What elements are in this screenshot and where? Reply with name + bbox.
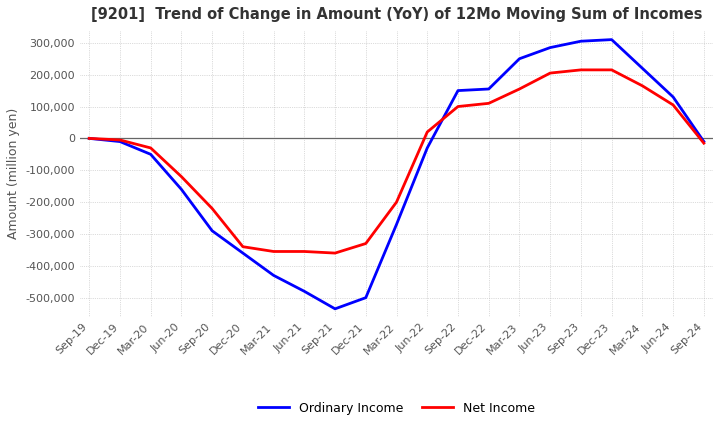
Ordinary Income (208, 228, 217, 233)
Net Income (546, 70, 554, 76)
Ordinary Income (608, 37, 616, 42)
Ordinary Income (146, 152, 155, 157)
Net Income (361, 241, 370, 246)
Net Income (638, 83, 647, 88)
Ordinary Income (669, 94, 678, 99)
Net Income (85, 136, 94, 141)
Net Income (577, 67, 585, 73)
Ordinary Income (700, 139, 708, 144)
Legend: Ordinary Income, Net Income: Ordinary Income, Net Income (253, 396, 540, 419)
Net Income (454, 104, 462, 109)
Net Income (608, 67, 616, 73)
Ordinary Income (330, 306, 339, 312)
Ordinary Income (392, 222, 401, 227)
Ordinary Income (638, 66, 647, 71)
Net Income (269, 249, 278, 254)
Net Income (392, 199, 401, 205)
Ordinary Income (546, 45, 554, 50)
Ordinary Income (577, 39, 585, 44)
Net Income (485, 101, 493, 106)
Ordinary Income (116, 139, 125, 144)
Net Income (208, 206, 217, 211)
Net Income (300, 249, 309, 254)
Net Income (146, 145, 155, 150)
Ordinary Income (269, 273, 278, 278)
Ordinary Income (238, 250, 247, 256)
Net Income (116, 137, 125, 143)
Net Income (177, 174, 186, 179)
Line: Ordinary Income: Ordinary Income (89, 40, 704, 309)
Net Income (423, 129, 431, 135)
Ordinary Income (485, 86, 493, 92)
Net Income (330, 250, 339, 256)
Ordinary Income (361, 295, 370, 301)
Ordinary Income (423, 145, 431, 150)
Ordinary Income (85, 136, 94, 141)
Ordinary Income (177, 187, 186, 192)
Net Income (669, 102, 678, 107)
Ordinary Income (300, 289, 309, 294)
Net Income (515, 86, 523, 92)
Line: Net Income: Net Income (89, 70, 704, 253)
Y-axis label: Amount (million yen): Amount (million yen) (7, 108, 20, 239)
Net Income (700, 140, 708, 146)
Ordinary Income (515, 56, 523, 61)
Net Income (238, 244, 247, 249)
Title: [9201]  Trend of Change in Amount (YoY) of 12Mo Moving Sum of Incomes: [9201] Trend of Change in Amount (YoY) o… (91, 7, 702, 22)
Ordinary Income (454, 88, 462, 93)
